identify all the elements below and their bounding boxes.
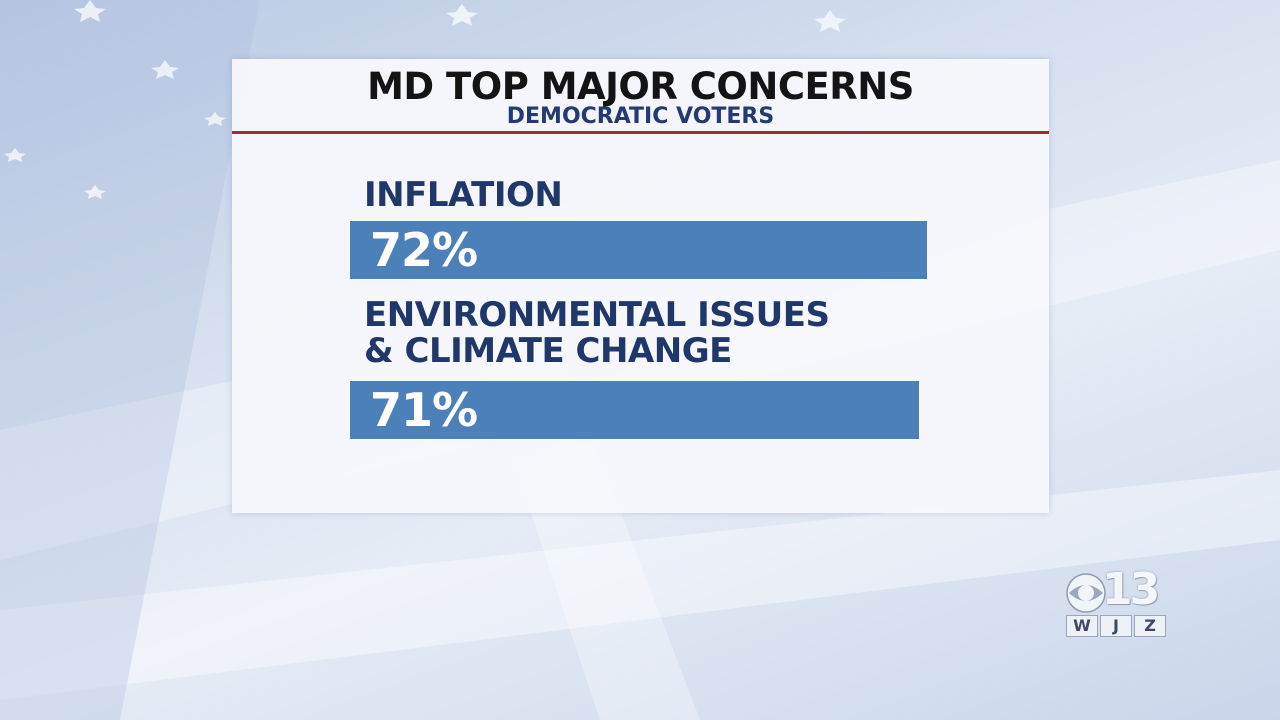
- star-icon: [84, 185, 106, 199]
- background-stripe: [0, 470, 1280, 700]
- star-icon: [74, 0, 106, 22]
- logo-top: 13: [1066, 567, 1166, 613]
- category-label-line: ENVIRONMENTAL ISSUES: [364, 295, 830, 335]
- bar-inflation: [350, 221, 927, 279]
- title-divider: [232, 131, 1049, 134]
- bar-value-label: 71%: [370, 383, 478, 437]
- category-label: INFLATION: [364, 175, 563, 215]
- star-icon: [4, 148, 26, 162]
- channel-number: 13: [1102, 564, 1160, 615]
- station-logo: 13 W J Z: [1066, 567, 1166, 639]
- graphic-panel: MD TOP MAJOR CONCERNS DEMOCRATIC VOTERS …: [232, 59, 1049, 513]
- background-stripe: [0, 0, 260, 720]
- graphic-subtitle: DEMOCRATIC VOTERS: [506, 104, 775, 129]
- star-icon: [204, 112, 226, 126]
- star-icon: [814, 10, 846, 32]
- bar-environment-climate: [350, 381, 919, 439]
- bar-value-label: 72%: [370, 223, 478, 277]
- callsign-letter: Z: [1134, 615, 1166, 637]
- star-icon: [151, 60, 179, 79]
- callsign-letter: W: [1066, 615, 1098, 637]
- cbs-eye-icon: [1066, 573, 1106, 613]
- callsign-letter: J: [1100, 615, 1132, 637]
- category-label-line: INFLATION: [364, 175, 563, 215]
- graphic-title: MD TOP MAJOR CONCERNS: [367, 65, 914, 108]
- category-label-line: & CLIMATE CHANGE: [364, 331, 732, 371]
- star-icon: [446, 4, 478, 26]
- category-label: ENVIRONMENTAL ISSUES & CLIMATE CHANGE: [364, 297, 830, 369]
- callsign: W J Z: [1066, 615, 1166, 637]
